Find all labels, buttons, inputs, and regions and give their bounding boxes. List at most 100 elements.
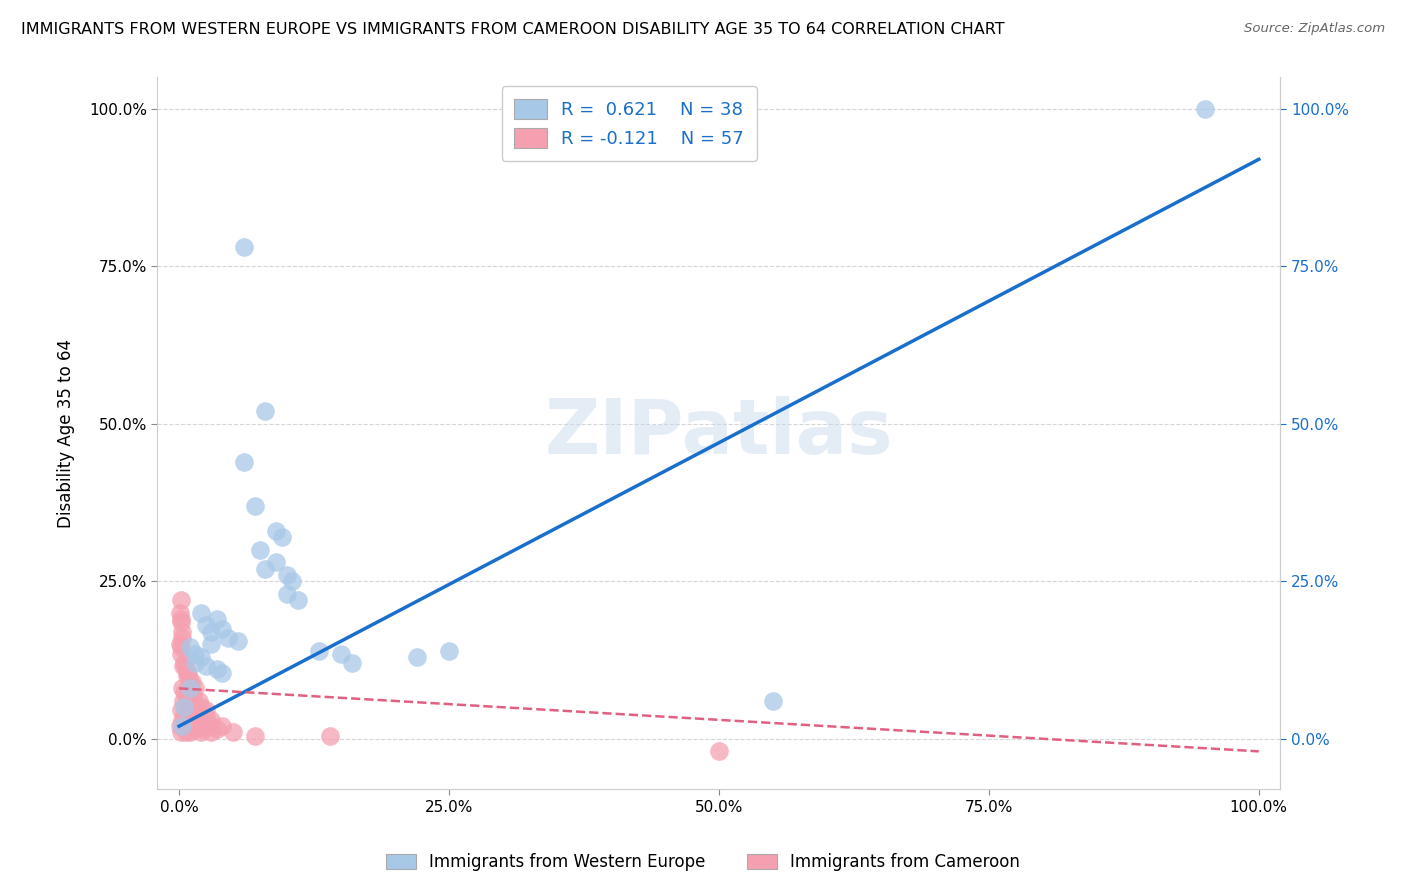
Point — [276, 568, 298, 582]
Point — [405, 649, 427, 664]
Point — [179, 725, 201, 739]
Point — [169, 606, 191, 620]
Point — [270, 530, 292, 544]
Point — [232, 455, 254, 469]
Point — [340, 656, 363, 670]
Point — [184, 647, 207, 661]
Point — [195, 703, 218, 717]
Point — [172, 631, 194, 645]
Point — [181, 716, 204, 731]
Point — [181, 690, 204, 705]
Point — [179, 678, 201, 692]
Point — [200, 725, 222, 739]
Point — [190, 716, 212, 731]
Text: IMMIGRANTS FROM WESTERN EUROPE VS IMMIGRANTS FROM CAMEROON DISABILITY AGE 35 TO : IMMIGRANTS FROM WESTERN EUROPE VS IMMIGR… — [21, 22, 1005, 37]
Point — [200, 719, 222, 733]
Point — [330, 647, 353, 661]
Legend: R =  0.621    N = 38, R = -0.121    N = 57: R = 0.621 N = 38, R = -0.121 N = 57 — [502, 87, 756, 161]
Point — [170, 703, 193, 717]
Point — [173, 706, 195, 721]
Point — [190, 700, 212, 714]
Point — [179, 706, 201, 721]
Point — [176, 713, 198, 727]
Point — [195, 618, 218, 632]
Point — [205, 612, 228, 626]
Point — [172, 681, 194, 696]
Point — [217, 631, 239, 645]
Point — [187, 709, 209, 723]
Point — [190, 606, 212, 620]
Point — [205, 723, 228, 737]
Point — [762, 694, 785, 708]
Point — [264, 524, 287, 538]
Point — [172, 719, 194, 733]
Point — [308, 643, 330, 657]
Point — [287, 593, 309, 607]
Point — [173, 656, 195, 670]
Point — [170, 624, 193, 639]
Point — [187, 694, 209, 708]
Point — [170, 647, 193, 661]
Point — [184, 656, 207, 670]
Point — [184, 723, 207, 737]
Point — [177, 665, 200, 680]
Point — [232, 240, 254, 254]
Point — [170, 615, 193, 630]
Point — [170, 725, 193, 739]
Point — [174, 663, 197, 677]
Point — [174, 725, 197, 739]
Point — [184, 700, 207, 714]
Point — [179, 688, 201, 702]
Point — [169, 637, 191, 651]
Text: ZIPatlas: ZIPatlas — [544, 396, 893, 470]
Point — [177, 697, 200, 711]
Point — [200, 637, 222, 651]
Point — [205, 663, 228, 677]
Point — [195, 709, 218, 723]
Point — [211, 719, 233, 733]
Point — [264, 555, 287, 569]
Legend: Immigrants from Western Europe, Immigrants from Cameroon: Immigrants from Western Europe, Immigran… — [377, 845, 1029, 880]
Point — [211, 665, 233, 680]
Point — [190, 725, 212, 739]
Point — [254, 404, 277, 418]
Text: Source: ZipAtlas.com: Source: ZipAtlas.com — [1244, 22, 1385, 36]
Point — [170, 593, 193, 607]
Point — [170, 612, 193, 626]
Y-axis label: Disability Age 35 to 64: Disability Age 35 to 64 — [58, 339, 75, 528]
Point — [276, 587, 298, 601]
Point — [281, 574, 304, 589]
Point — [243, 499, 266, 513]
Point — [181, 675, 204, 690]
Point — [177, 723, 200, 737]
Point — [172, 719, 194, 733]
Point — [254, 562, 277, 576]
Point — [184, 681, 207, 696]
Point — [179, 681, 201, 696]
Point — [179, 640, 201, 655]
Point — [200, 624, 222, 639]
Point — [195, 659, 218, 673]
Point — [191, 723, 214, 737]
Point — [200, 713, 222, 727]
Point — [173, 684, 195, 698]
Point — [228, 634, 250, 648]
Point — [172, 713, 194, 727]
Point — [243, 729, 266, 743]
Point — [176, 669, 198, 683]
Point — [249, 542, 271, 557]
Point — [172, 694, 194, 708]
Point — [177, 688, 200, 702]
Point — [222, 725, 245, 739]
Point — [169, 719, 191, 733]
Point — [173, 700, 195, 714]
Point — [437, 643, 460, 657]
Point — [170, 640, 193, 655]
Point — [174, 697, 197, 711]
Point — [211, 622, 233, 636]
Point — [1194, 102, 1216, 116]
Point — [172, 659, 194, 673]
Point — [319, 729, 342, 743]
Point — [707, 744, 730, 758]
Point — [190, 649, 212, 664]
